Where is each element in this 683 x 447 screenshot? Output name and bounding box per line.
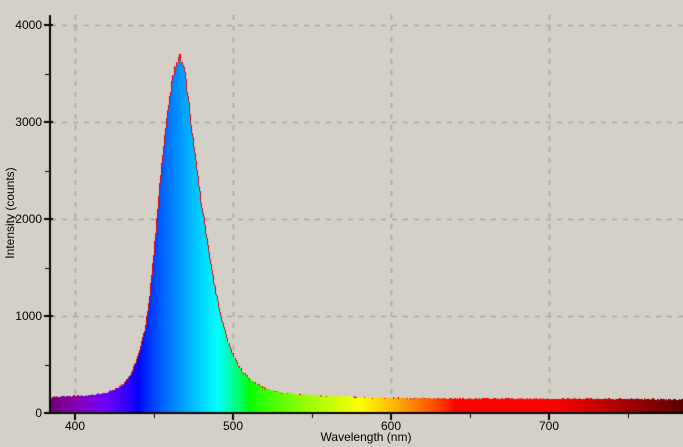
x-axis-tick-label: 600 bbox=[380, 419, 402, 433]
x-axis-title: Wavelength (nm) bbox=[320, 430, 412, 444]
x-axis-tick-label: 500 bbox=[222, 419, 244, 433]
y-axis-tick-label: 3000 bbox=[15, 115, 42, 129]
y-axis-tick-label: 1000 bbox=[15, 309, 42, 323]
y-axis-tick-label: 4000 bbox=[15, 18, 42, 32]
y-axis-title: Intensity (counts) bbox=[3, 167, 17, 259]
y-axis-tick-label: 2000 bbox=[15, 212, 42, 226]
x-axis-tick-label: 400 bbox=[64, 419, 86, 433]
y-axis-tick-label: 0 bbox=[35, 406, 42, 420]
x-axis-tick-label: 700 bbox=[538, 419, 560, 433]
